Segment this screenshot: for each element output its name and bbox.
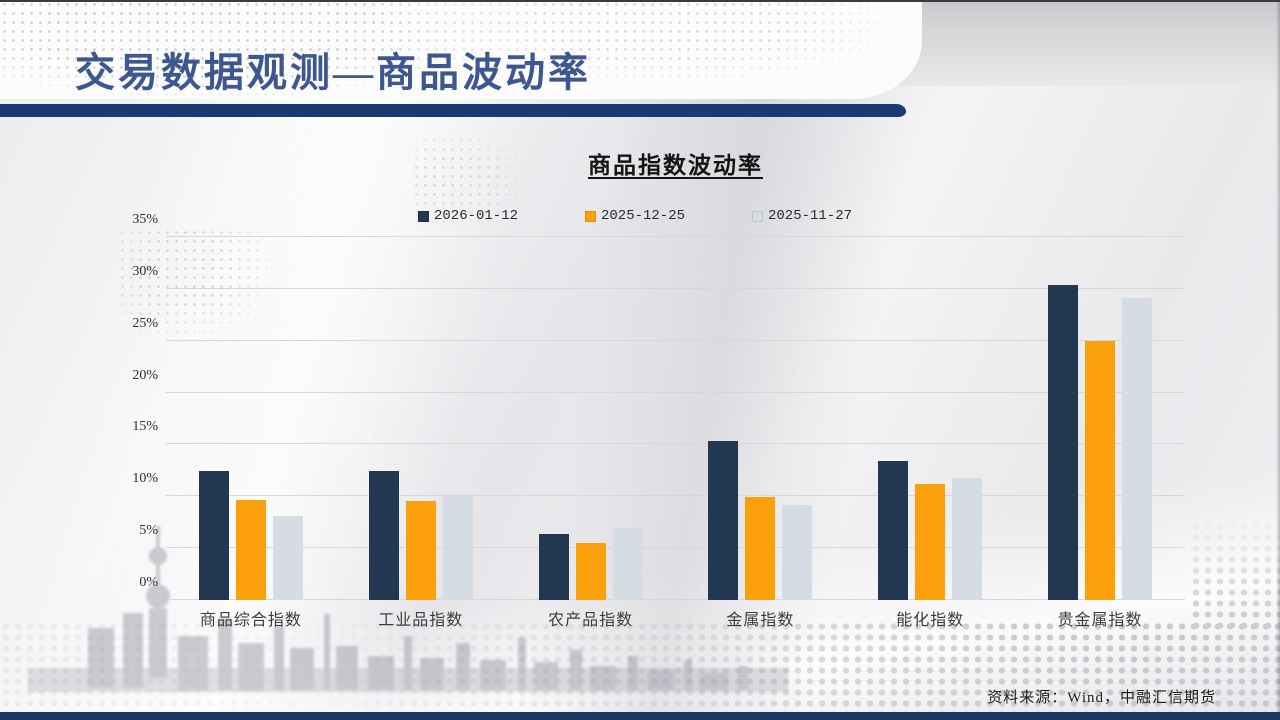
bottom-accent-bar xyxy=(0,712,1280,720)
bar-2025-12-25 xyxy=(405,501,436,600)
bar-2026-01-12 xyxy=(708,441,739,600)
bar-2025-11-27 xyxy=(782,504,813,600)
header-accent-bar xyxy=(0,104,906,117)
y-tick-label: 20% xyxy=(132,367,158,383)
x-axis-label: 工业品指数 xyxy=(378,612,464,629)
bar-2026-01-12 xyxy=(368,471,399,600)
bar-2025-11-27 xyxy=(952,477,983,600)
bar-2025-12-25 xyxy=(745,497,776,600)
honeycomb-pattern-right xyxy=(1190,510,1280,630)
y-tick-label: 30% xyxy=(132,263,158,279)
bar-2026-01-12 xyxy=(538,533,569,600)
y-tick-label: 5% xyxy=(139,523,158,539)
bar-2025-12-25 xyxy=(235,500,266,600)
bar-group xyxy=(845,237,1015,600)
legend-item: 2026-01-12 xyxy=(418,208,528,224)
bar-groups xyxy=(166,237,1185,600)
bar-2025-12-25 xyxy=(1085,340,1116,600)
x-axis-label: 金属指数 xyxy=(726,612,795,629)
bar-group xyxy=(675,237,845,600)
bar-group xyxy=(166,237,336,600)
x-axis-labels: 商品综合指数 工业品指数 农产品指数 金属指数 能化指数 贵金属指数 xyxy=(166,606,1185,630)
top-edge-line xyxy=(0,0,1280,2)
bar-group xyxy=(336,237,506,600)
y-tick-label: 10% xyxy=(132,471,158,487)
bar-2026-01-12 xyxy=(878,461,909,600)
x-axis-label: 农产品指数 xyxy=(548,612,634,629)
bar-2026-01-12 xyxy=(1048,284,1079,600)
bar-group xyxy=(1015,237,1185,600)
legend-label: 2025-11-27 xyxy=(768,208,853,224)
bar-2025-12-25 xyxy=(915,483,946,600)
bar-2025-12-25 xyxy=(575,542,606,600)
bar-2025-11-27 xyxy=(612,528,643,600)
bar-2025-11-27 xyxy=(1122,298,1153,600)
bar-2026-01-12 xyxy=(198,471,229,600)
y-tick-label: 15% xyxy=(132,419,158,435)
source-note: 资料来源：Wind，中融汇信期货 xyxy=(987,690,1216,706)
legend-item: 2025-11-27 xyxy=(752,208,862,224)
legend-swatch-icon xyxy=(585,210,596,222)
legend-swatch-icon xyxy=(418,210,429,222)
page-title: 交易数据观测—商品波动率 xyxy=(75,50,591,95)
right-edge-shadow xyxy=(1276,0,1280,720)
bar-2025-11-27 xyxy=(442,496,473,600)
legend-swatch-icon xyxy=(752,210,763,222)
bar-group xyxy=(506,237,676,600)
y-tick-label: 25% xyxy=(132,315,158,331)
x-axis-label: 能化指数 xyxy=(896,612,965,629)
legend-label: 2025-12-25 xyxy=(601,208,686,224)
chart-title: 商品指数波动率 xyxy=(588,153,763,178)
bar-2025-11-27 xyxy=(272,516,303,600)
chart-plot-area: 0% 5% 10% 15% 20% 25% 30% 35% xyxy=(132,212,1185,600)
legend-item: 2025-12-25 xyxy=(585,208,695,224)
x-axis-label: 商品综合指数 xyxy=(199,612,302,629)
x-axis-label: 贵金属指数 xyxy=(1057,612,1143,629)
y-tick-label: 0% xyxy=(139,575,158,590)
chart-legend: 2026-01-12 2025-12-25 2025-11-27 xyxy=(0,208,1280,224)
legend-label: 2026-01-12 xyxy=(434,208,519,224)
